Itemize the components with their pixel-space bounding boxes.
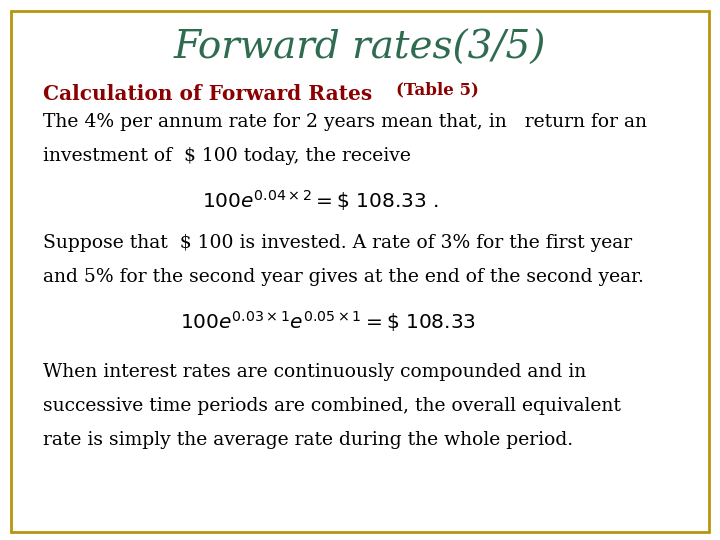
Text: Suppose that  $ 100 is invested. A rate of 3% for the first year: Suppose that $ 100 is invested. A rate o…	[43, 234, 632, 252]
Text: and 5% for the second year gives at the end of the second year.: and 5% for the second year gives at the …	[43, 268, 644, 286]
Text: successive time periods are combined, the overall equivalent: successive time periods are combined, th…	[43, 397, 621, 415]
Text: (Table 5): (Table 5)	[396, 81, 479, 98]
Text: $100e^{0.04 \times 2}$$= \$ \ 108.33\ .$: $100e^{0.04 \times 2}$$= \$ \ 108.33\ .$	[202, 188, 438, 213]
Text: Calculation of Forward Rates: Calculation of Forward Rates	[43, 84, 372, 104]
Text: rate is simply the average rate during the whole period.: rate is simply the average rate during t…	[43, 431, 573, 449]
Text: Forward rates(3/5): Forward rates(3/5)	[174, 30, 546, 67]
Text: $100e^{0.03 \times 1}e^{0.05 \times 1}$$= \$ \ 108.33$: $100e^{0.03 \times 1}e^{0.05 \times 1}$$…	[180, 309, 476, 334]
Text: investment of  $ 100 today, the receive: investment of $ 100 today, the receive	[43, 147, 411, 165]
Text: When interest rates are continuously compounded and in: When interest rates are continuously com…	[43, 363, 587, 381]
Text: The 4% per annum rate for 2 years mean that, in   return for an: The 4% per annum rate for 2 years mean t…	[43, 113, 647, 131]
